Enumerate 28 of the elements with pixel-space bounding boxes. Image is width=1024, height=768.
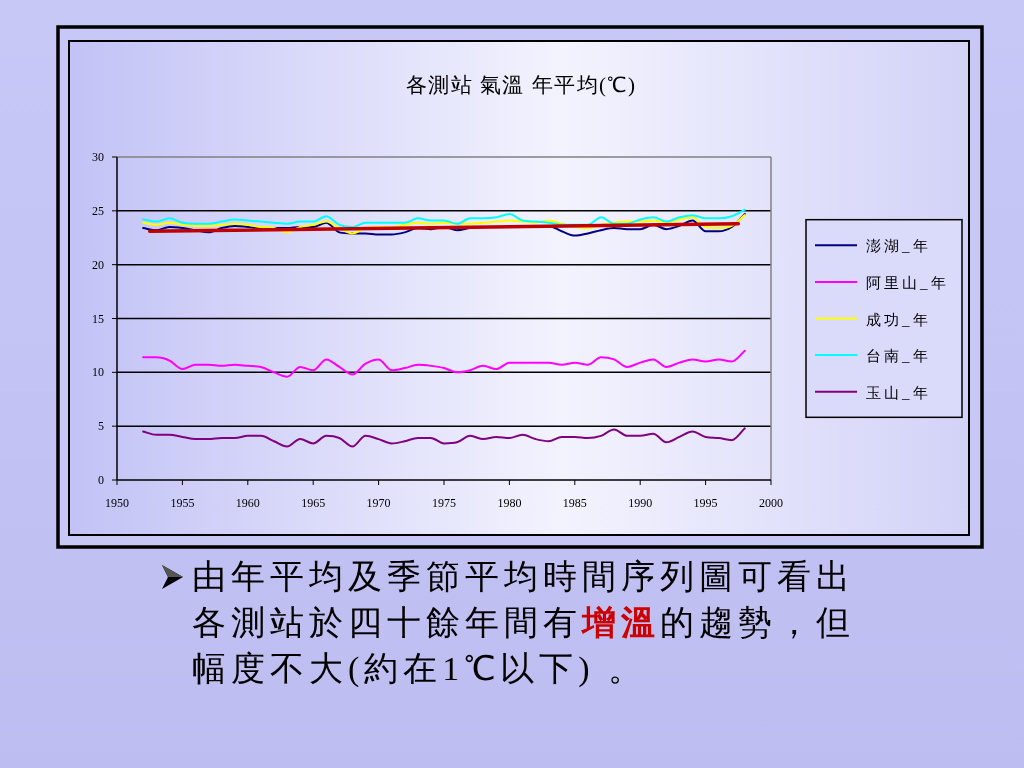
y-tick-label: 10 [92,365,104,380]
x-tick-label: 2000 [759,496,783,510]
y-tick-label: 5 [98,419,104,434]
line-series [142,208,746,228]
legend-label: 阿里山_年 [866,274,949,291]
x-tick-label: 1950 [105,496,129,510]
legend-label: 台南_年 [866,348,931,365]
line-series [142,427,746,448]
y-tick-label: 30 [92,150,104,164]
x-tick-label: 1960 [235,496,260,510]
x-tick-label: 1965 [301,496,326,510]
y-tick-label: 0 [98,473,104,487]
legend-label: 澎湖_年 [866,238,931,255]
y-tick-label: 15 [92,311,104,326]
chart-title: 各測站 氣溫 年平均(℃) [405,73,637,97]
x-tick-label: 1975 [432,496,456,510]
x-tick-label: 1955 [170,496,195,510]
x-tick-label: 1995 [693,496,718,510]
y-tick-label: 20 [92,257,104,272]
legend-label: 玉山_年 [866,384,931,401]
x-tick-label: 1985 [562,496,587,510]
x-tick-label: 1970 [366,496,391,510]
text: 由年平均及季節平均時間序列圖可看出各測站於四十餘年間有增溫的趨勢，但幅度不大(約在1℃以下) 。 [192,557,856,689]
x-tick-label: 1980 [497,496,522,510]
y-tick-label: 25 [92,203,104,218]
line-series [142,349,746,378]
legend-label: 成功_年 [866,311,931,328]
x-tick-label: 1990 [628,496,653,510]
